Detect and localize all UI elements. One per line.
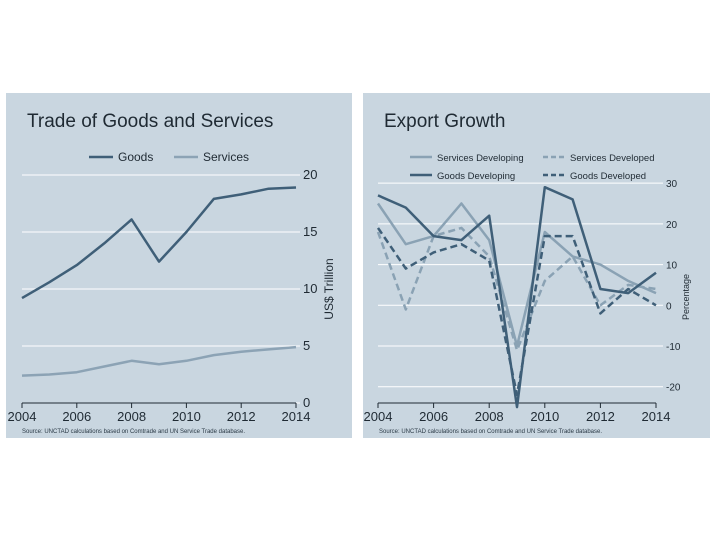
x-tick-label: 2006 xyxy=(62,409,91,424)
export-growth-chart: -20 -10 0 10 20 30 2004 2006 2008 2010 2012 2014 Per… xyxy=(364,153,691,424)
x-tick-label: 2014 xyxy=(642,409,671,424)
y-tick-label: 5 xyxy=(303,338,310,353)
y-tick-label: 30 xyxy=(666,179,678,190)
series-line-goods xyxy=(21,186,297,300)
y-axis-label: Percentage xyxy=(681,274,691,320)
series-line-goods-developing xyxy=(377,185,657,409)
x-tick-label: 2010 xyxy=(172,409,201,424)
x-tick-label: 2012 xyxy=(227,409,256,424)
x-tick-label: 2006 xyxy=(419,409,448,424)
y-tick-label: 20 xyxy=(666,220,678,231)
x-tick-label: 2004 xyxy=(364,409,393,424)
legend-label: Goods Developing xyxy=(437,171,515,182)
legend-label: Goods Developed xyxy=(570,171,646,182)
series-line-goods-developed xyxy=(376,227,657,397)
x-tick-label: 2004 xyxy=(8,409,37,424)
chart-title: Export Growth xyxy=(384,111,506,132)
x-tick-label: 2008 xyxy=(475,409,504,424)
x-tick-label: 2008 xyxy=(117,409,146,424)
series-line-services-developed xyxy=(376,226,657,352)
legend-label: Goods xyxy=(118,150,153,164)
y-tick-label: 10 xyxy=(303,281,317,296)
chart-source-note: Source: UNCTAD calculations based on Com… xyxy=(379,429,602,435)
y-tick-label: -10 xyxy=(666,342,681,353)
legend-label: Services Developed xyxy=(570,153,655,164)
goods-services-chart-panel: Trade of Goods and Services Source: UNCT… xyxy=(6,93,352,438)
chart-title: Trade of Goods and Services xyxy=(27,111,274,132)
y-tick-label: 10 xyxy=(666,261,678,272)
chart-source-note: Source: UNCTAD calculations based on Com… xyxy=(22,429,245,435)
legend-label: Services xyxy=(203,150,249,164)
y-tick-label: -20 xyxy=(666,383,681,394)
x-tick-label: 2012 xyxy=(586,409,615,424)
legend-label: Services Developing xyxy=(437,153,524,164)
export-growth-chart-panel: Export Growth Source: UNCTAD calculation… xyxy=(363,93,710,438)
x-tick-label: 2010 xyxy=(530,409,559,424)
x-tick-label: 2014 xyxy=(282,409,311,424)
y-axis-label: US$ Trillion xyxy=(322,258,336,319)
series-line-services-developing xyxy=(376,202,657,348)
y-tick-label: 15 xyxy=(303,224,317,239)
series-line-services xyxy=(21,345,297,377)
y-tick-label: 0 xyxy=(303,395,310,410)
goods-services-chart: 0 5 10 15 20 2004 2006 2008 2010 2012 2014 US$ Tril… xyxy=(8,150,336,424)
y-tick-label: 0 xyxy=(666,301,672,312)
y-tick-label: 20 xyxy=(303,167,317,182)
